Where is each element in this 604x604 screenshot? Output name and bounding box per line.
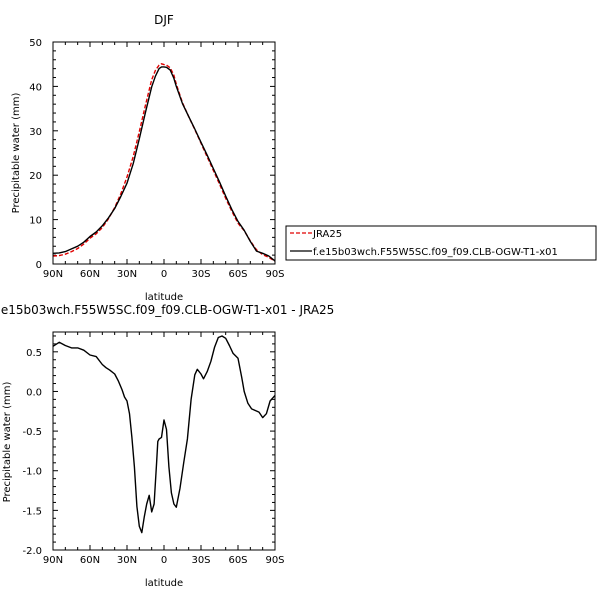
bottom-y-tick-label: -1.0 <box>22 467 42 478</box>
top-plot-frame <box>52 41 276 265</box>
top-x-tick-label: 60S <box>228 269 247 280</box>
bottom-y-tick-label: 0.5 <box>26 348 42 359</box>
legend-label-model: f.e15b03wch.F55W5SC.f09_f09.CLB-OGW-T1-x… <box>313 247 558 258</box>
bottom-y-tick-label: 0.0 <box>26 387 42 398</box>
bottom-plot-area: 90N 60N 30N 0 30S 60S 90S -2.0 -1.5 -1.0 -0.5 0.0 0.… <box>22 332 285 566</box>
top-x-tick-label: 90N <box>43 269 63 280</box>
top-x-tick-label: 0 <box>161 269 167 280</box>
bottom-x-tick-label: 90N <box>43 555 63 566</box>
top-y-tick-label: 20 <box>29 171 42 182</box>
bottom-chart-title: f.e15b03wch.F55W5SC.f09_f09.CLB-OGW-T1-x… <box>0 303 334 317</box>
top-panel: DJF Precipitable water (mm) 90N 60N 30N 0 30… <box>11 13 597 303</box>
top-x-tick-label: 30N <box>117 269 137 280</box>
top-x-tick-label: 30S <box>191 269 210 280</box>
bottom-y-tick-label: -0.5 <box>22 427 42 438</box>
bottom-x-tick-label: 0 <box>161 555 167 566</box>
top-x-tick-label: 60N <box>80 269 100 280</box>
bottom-x-tick-label: 60N <box>80 555 100 566</box>
bottom-panel: f.e15b03wch.F55W5SC.f09_f09.CLB-OGW-T1-x… <box>0 303 334 589</box>
bottom-x-tick-label: 90S <box>265 555 284 566</box>
bottom-y-axis-label: Precipitable water (mm) <box>2 382 13 503</box>
top-chart-title: DJF <box>154 13 174 27</box>
top-x-axis-label: latitude <box>145 292 183 303</box>
legend-label-jra25: JRA25 <box>312 229 342 240</box>
top-y-axis-label: Precipitable water (mm) <box>11 93 22 214</box>
bottom-x-tick-label: 60S <box>228 555 247 566</box>
top-y-tick-label: 0 <box>36 260 42 271</box>
legend: JRA25 f.e15b03wch.F55W5SC.f09_f09.CLB-OG… <box>285 225 597 261</box>
top-y-tick-label: 30 <box>29 127 42 138</box>
bottom-plot-frame <box>52 331 276 551</box>
top-x-tick-label: 90S <box>265 269 284 280</box>
top-plot-area: 90N 60N 30N 0 30S 60S 90S 0 10 20 30 40 50 <box>29 38 284 280</box>
bottom-x-tick-label: 30N <box>117 555 137 566</box>
top-y-tick-label: 50 <box>29 38 42 49</box>
bottom-series-line-1 <box>52 335 276 534</box>
top-series-line-2 <box>52 66 276 262</box>
bottom-x-axis-label: latitude <box>145 578 183 589</box>
bottom-x-tick-label: 30S <box>191 555 210 566</box>
bottom-y-tick-label: -2.0 <box>22 546 42 557</box>
top-y-tick-label: 10 <box>29 216 42 227</box>
top-y-tick-label: 40 <box>29 82 42 93</box>
bottom-y-tick-label: -1.5 <box>22 506 42 517</box>
legend-box <box>285 225 597 261</box>
top-series-line-1 <box>52 63 276 262</box>
